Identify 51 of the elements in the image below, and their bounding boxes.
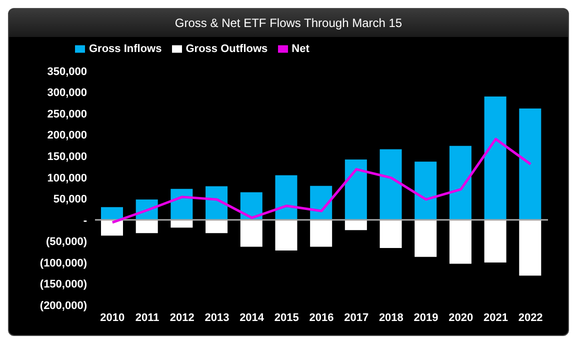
- y-tick-label: (50,000): [46, 236, 88, 248]
- y-tick-label: (200,000): [40, 300, 88, 312]
- x-tick-label: 2021: [483, 312, 508, 324]
- x-tick-label: 2018: [378, 312, 404, 324]
- bar: [344, 159, 367, 220]
- bar: [310, 220, 332, 247]
- x-tick-label: 2010: [100, 312, 125, 324]
- bar: [240, 220, 262, 247]
- x-tick-label: 2020: [448, 312, 474, 324]
- y-tick-label: (100,000): [40, 257, 88, 270]
- bar: [380, 220, 402, 248]
- legend-label: Gross Inflows: [89, 43, 162, 55]
- x-tick-label: 2022: [518, 312, 543, 324]
- x-tick-label: 2011: [135, 312, 160, 324]
- bar: [414, 162, 437, 220]
- bar: [275, 220, 298, 251]
- bar: [449, 220, 472, 264]
- chart-title: Gross & Net ETF Flows Through March 15: [9, 9, 568, 37]
- bar: [344, 220, 367, 230]
- y-tick-label: -: [83, 214, 88, 227]
- x-tick-label: 2016: [309, 312, 334, 324]
- y-tick-label: 150,000: [47, 150, 87, 163]
- y-tick-label: 250,000: [47, 108, 87, 120]
- bar: [206, 220, 228, 234]
- bar: [170, 220, 193, 228]
- bar: [484, 220, 506, 262]
- y-tick-label: 350,000: [47, 66, 87, 78]
- bar: [275, 175, 298, 220]
- bar: [449, 146, 472, 220]
- x-tick-label: 2019: [414, 312, 438, 324]
- x-tick-label: 2014: [240, 312, 265, 324]
- x-tick-label: 2013: [204, 312, 230, 324]
- y-tick-label: 200,000: [47, 130, 87, 142]
- bar: [136, 220, 158, 234]
- bar: [380, 149, 402, 220]
- bar: [519, 220, 542, 276]
- line-series: [111, 138, 532, 224]
- y-tick-label: 100,000: [47, 172, 87, 184]
- x-tick-label: 2012: [170, 312, 194, 324]
- legend-label: Net: [292, 43, 310, 55]
- legend-label: Gross Outflows: [186, 43, 268, 55]
- x-tick-label: 2017: [344, 312, 369, 324]
- bar: [414, 220, 437, 257]
- bar: [484, 96, 506, 220]
- x-tick-label: 2015: [274, 312, 299, 324]
- bar: [101, 207, 123, 220]
- y-tick-label: 50,000: [53, 194, 87, 206]
- bar: [101, 220, 123, 236]
- y-tick-label: (150,000): [40, 278, 88, 291]
- y-tick-label: 300,000: [47, 87, 87, 100]
- bar: [519, 108, 542, 220]
